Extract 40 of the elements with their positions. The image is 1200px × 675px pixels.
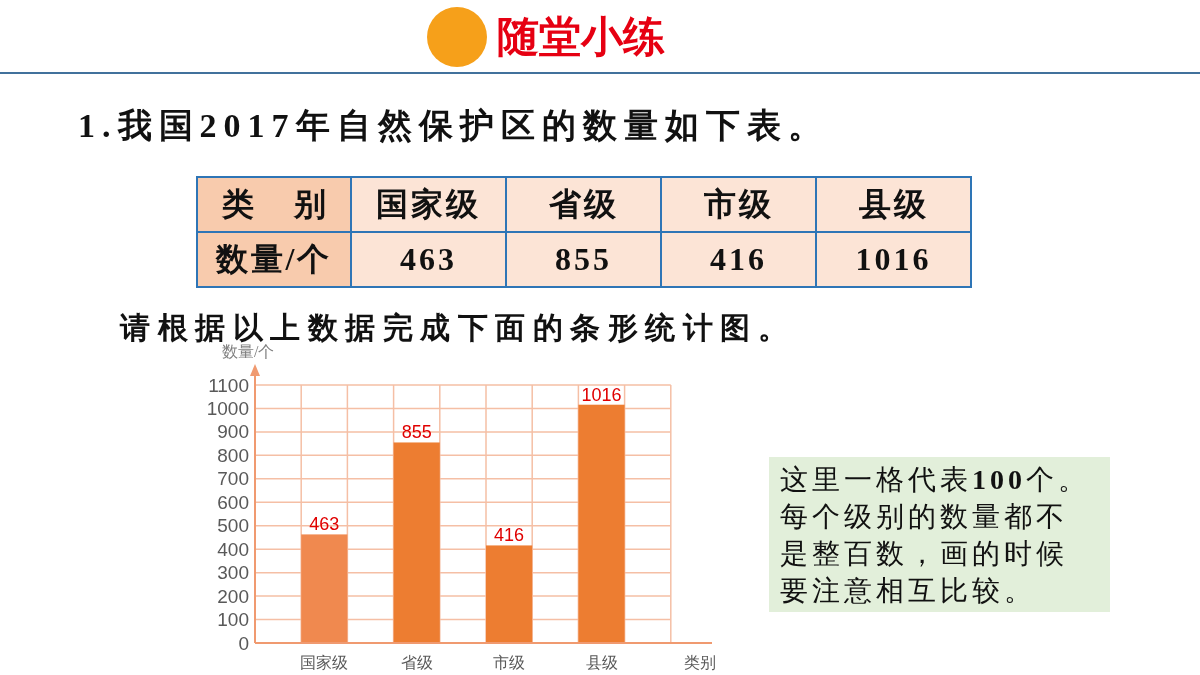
x-axis-title: 类别 (684, 653, 716, 671)
data-label: 855 (401, 422, 432, 443)
text: 416 (661, 232, 816, 287)
text: 随堂小练 (497, 12, 665, 62)
text: 省级 (506, 177, 661, 232)
text: 国家级 (376, 185, 481, 222)
text: 数量/个 (197, 232, 351, 287)
y-tick-label: 0 (238, 632, 249, 654)
y-axis-title: 数量/个 (222, 342, 275, 360)
bar (393, 442, 440, 643)
bar (578, 404, 625, 643)
y-tick-label: 800 (217, 444, 249, 466)
y-tick-label: 400 (217, 538, 249, 560)
y-tick-label: 700 (217, 468, 249, 490)
text: 市级 (661, 177, 816, 232)
x-tick-label: 省级 (400, 653, 433, 671)
text: 1016 (816, 232, 971, 287)
bar (301, 534, 348, 643)
x-tick-label: 县级 (585, 653, 618, 671)
text: 这里一格代表100个。每个级别的数量都不是整百数，画的时候要注意相互比较。 (780, 463, 1091, 608)
data-label: 1016 (581, 384, 622, 405)
y-tick-label: 900 (217, 421, 249, 443)
y-tick-label: 600 (217, 491, 249, 513)
data-label: 463 (309, 514, 340, 535)
data-label: 416 (494, 525, 525, 546)
bar (486, 545, 533, 643)
y-tick-label: 1100 (208, 374, 249, 396)
x-tick-label: 市级 (493, 653, 526, 671)
y-tick-label: 1000 (206, 397, 249, 419)
x-tick-label: 国家级 (300, 653, 349, 671)
y-tick-label: 100 (217, 609, 249, 631)
text: 463 (351, 232, 506, 287)
text: 县级 (816, 177, 971, 232)
text: 请根据以上数据完成下面的条形统计图。 (120, 310, 795, 344)
text: 类别 (222, 185, 366, 222)
text: 855 (506, 232, 661, 287)
y-tick-label: 200 (217, 585, 249, 607)
y-tick-label: 300 (217, 562, 249, 584)
text: 1.我国2017年自然保护区的数量如下表。 (78, 106, 829, 146)
y-tick-label: 500 (217, 515, 249, 537)
